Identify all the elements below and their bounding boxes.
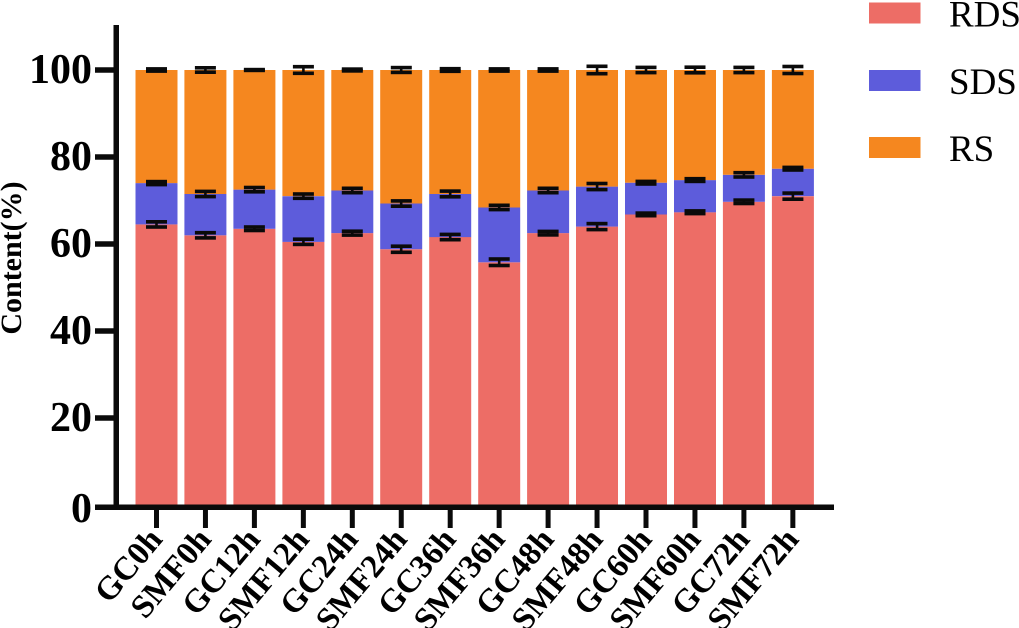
svg-text:20: 20 xyxy=(50,395,92,441)
svg-text:100: 100 xyxy=(29,47,92,93)
svg-text:0: 0 xyxy=(71,486,92,532)
svg-text:80: 80 xyxy=(50,134,92,180)
svg-text:40: 40 xyxy=(50,308,92,354)
svg-text:Content(%): Content(%) xyxy=(0,181,28,334)
svg-text:RS: RS xyxy=(949,129,994,170)
svg-text:SDS: SDS xyxy=(949,62,1017,103)
svg-text:60: 60 xyxy=(50,221,92,267)
svg-text:RDS: RDS xyxy=(949,0,1019,36)
